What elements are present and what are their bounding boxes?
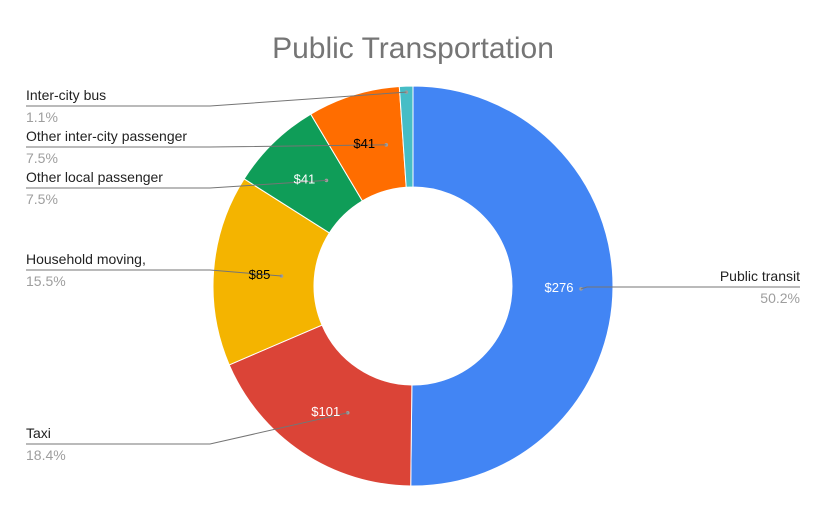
category-label-inter-city-bus: Inter-city bus <box>26 87 106 103</box>
value-label-other-local-passenger: $41 <box>294 171 316 186</box>
percent-label-public-transit: 50.2% <box>760 290 800 306</box>
leader-line-household-moving <box>26 269 282 277</box>
leader-line-inter-city-bus <box>26 91 407 107</box>
category-label-other-local-passenger: Other local passenger <box>26 169 163 185</box>
slice-inter-city-bus <box>398 85 414 188</box>
category-label-other-inter-city-passenger: Other inter-city passenger <box>26 128 187 144</box>
leader-dot-household-moving <box>279 274 284 278</box>
leader-line-public-transit <box>580 286 800 290</box>
leader-line-taxi <box>26 412 348 445</box>
percent-label-other-inter-city-passenger: 7.5% <box>26 150 58 166</box>
percent-label-other-local-passenger: 7.5% <box>26 191 58 207</box>
value-label-public-transit: $276 <box>545 280 574 295</box>
slice-public-transit <box>410 85 614 487</box>
leader-line-other-inter-city-passenger <box>26 144 387 148</box>
percent-label-inter-city-bus: 1.1% <box>26 109 58 125</box>
percent-label-household-moving: 15.5% <box>26 273 66 289</box>
value-label-taxi: $101 <box>311 404 340 419</box>
leader-line-other-local-passenger <box>26 179 327 189</box>
slice-household-moving <box>212 178 331 366</box>
slice-taxi <box>228 324 413 487</box>
value-label-other-inter-city-passenger: $41 <box>353 136 375 151</box>
value-label-household-moving: $85 <box>249 267 271 282</box>
percent-label-taxi: 18.4% <box>26 447 66 463</box>
chart-title: Public Transportation <box>272 32 554 65</box>
category-label-household-moving: Household moving, <box>26 251 146 267</box>
category-label-taxi: Taxi <box>26 425 51 441</box>
leader-dot-public-transit <box>579 287 583 291</box>
category-label-public-transit: Public transit <box>720 268 800 284</box>
